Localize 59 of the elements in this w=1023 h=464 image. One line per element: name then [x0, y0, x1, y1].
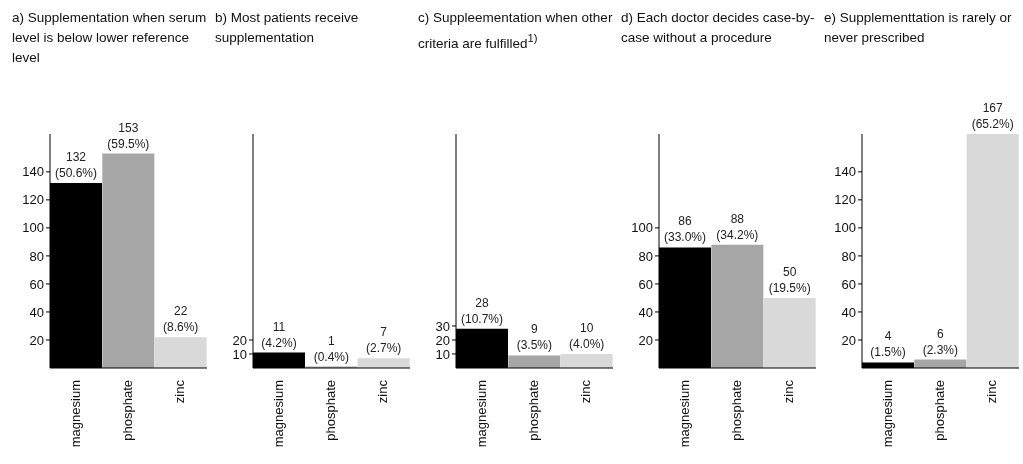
x-tick-label: phosphate: [728, 380, 744, 441]
y-tick-label: 20: [435, 332, 450, 348]
x-tick-label: phosphate: [931, 380, 947, 441]
y-tick-label: 10: [232, 346, 247, 362]
x-tick-label: magnesium: [676, 380, 692, 448]
x-tick-label: phosphate: [322, 380, 338, 441]
y-tick-label: 60: [638, 276, 653, 292]
y-tick-label: 60: [29, 276, 44, 292]
x-tick-label: magnesium: [67, 380, 83, 448]
x-tick-label: zinc: [375, 379, 391, 404]
data-label: 167 (65.2%): [971, 101, 1014, 131]
y-tick-label: 20: [841, 332, 856, 348]
data-label: 88 (34.2%): [716, 211, 759, 242]
y-tick-label: 40: [638, 304, 653, 320]
chart-title: c) Suppleementation when other criteria are fulfilled$^{1)}$: [417, 9, 614, 53]
chart-title: e) Supplementtation is rarely or never prescribed: [823, 9, 1013, 47]
y-tick-label: 80: [638, 248, 653, 264]
x-tick-label: magnesium: [879, 380, 895, 448]
chart-title: b) Most patients receive supplementation: [214, 9, 360, 47]
y-tick-label: 100: [631, 220, 653, 236]
y-tick-label: 20: [29, 332, 44, 348]
y-tick-label: 20: [638, 332, 653, 348]
data-label: 7 (2.7%): [365, 325, 402, 356]
x-tick-label: magnesium: [473, 380, 489, 448]
x-tick-label: zinc: [781, 379, 797, 404]
x-tick-label: zinc: [172, 379, 188, 404]
data-label: 10 (4.0%): [568, 320, 605, 351]
y-tick-label: 140: [22, 164, 44, 180]
x-tick-label: magnesium: [270, 380, 286, 448]
data-label: 153 (59.5%): [107, 120, 150, 151]
data-label: 28 (10.7%): [460, 295, 504, 326]
y-tick-label: 30: [435, 318, 450, 334]
y-tick-label: 120: [22, 192, 44, 208]
y-tick-label: 100: [834, 220, 856, 236]
data-label: 132 (50.6%): [54, 150, 98, 181]
y-tick-label: 80: [29, 248, 44, 264]
data-label: 1 (0.4%): [313, 333, 350, 364]
data-label: 9 (3.5%): [516, 322, 553, 353]
y-tick-label: 60: [841, 276, 856, 292]
y-tick-label: 10: [435, 346, 450, 362]
data-label: 11 (4.2%): [261, 319, 297, 350]
data-label: 86 (33.0%): [663, 214, 707, 245]
data-label: 6 (2.3%): [922, 326, 959, 357]
y-tick-label: 100: [22, 220, 44, 236]
data-label: 50 (19.5%): [768, 264, 811, 295]
y-tick-label: 40: [841, 304, 856, 320]
chart-title: a) Supplementation when serum level is below lower reference level: [11, 9, 208, 67]
y-tick-label: 20: [232, 332, 247, 348]
data-label: 4 (1.5%): [870, 329, 906, 360]
y-tick-label: 40: [29, 304, 44, 320]
y-tick-label: 140: [834, 164, 856, 180]
y-tick-label: 80: [841, 248, 856, 264]
chart-title: d) Each doctor decides case-by-case without a procedure: [620, 9, 816, 47]
y-tick-label: 120: [834, 192, 856, 208]
x-tick-label: phosphate: [119, 380, 135, 441]
x-tick-label: zinc: [578, 379, 594, 404]
x-tick-label: zinc: [984, 379, 1000, 404]
data-label: 22 (8.6%): [162, 304, 199, 335]
x-tick-label: phosphate: [525, 380, 541, 441]
